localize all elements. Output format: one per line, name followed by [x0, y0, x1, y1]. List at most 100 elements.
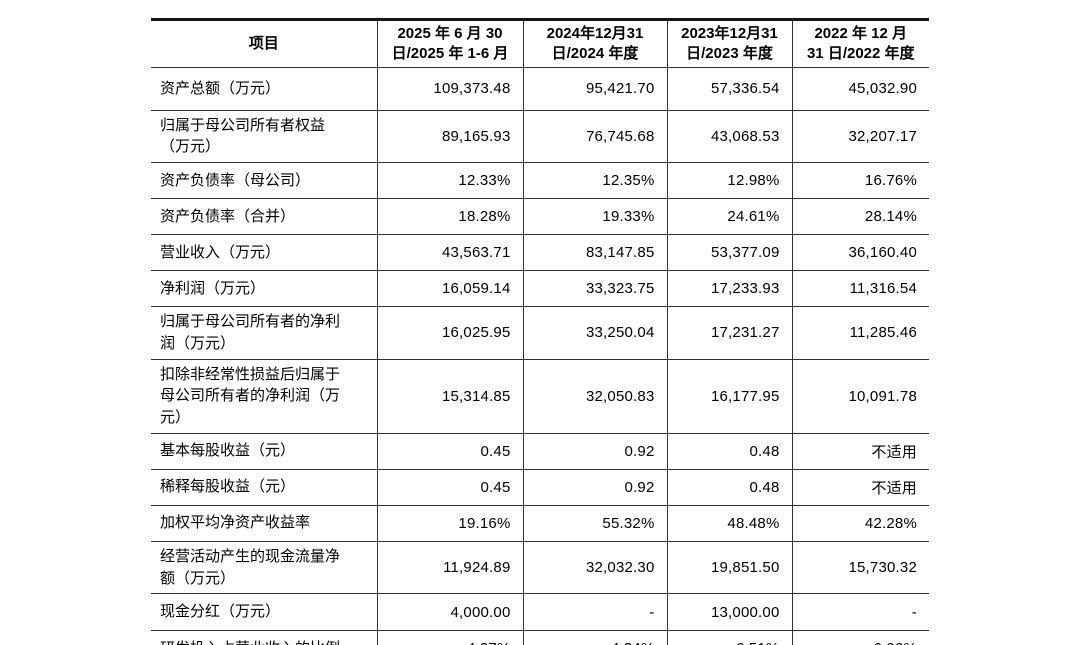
header-line: 日/2025 年 1-6 月	[391, 44, 509, 62]
cell-value: 0.48	[666, 433, 792, 470]
row-label: 加权平均净资产收益率	[151, 505, 377, 542]
cell-value: 89,165.93	[376, 110, 523, 164]
cell-value: 12.35%	[522, 162, 667, 200]
cell-value: 0.92	[522, 469, 667, 506]
header-line: 日/2024 年度	[551, 44, 639, 62]
row-label: 归属于母公司所有者的净利润（万元）	[151, 306, 377, 360]
cell-value: 11,285.46	[791, 306, 929, 360]
header-line: 2025 年 6 月 30	[397, 25, 503, 42]
cell-value: 15,730.32	[791, 541, 929, 595]
cell-value: 12.98%	[666, 162, 792, 200]
row-label: 营业收入（万元）	[151, 234, 377, 272]
header-item-column: 项目	[151, 19, 377, 68]
cell-value: 0.92	[522, 433, 667, 470]
cell-value: 24.61%	[666, 198, 792, 236]
row-label: 扣除非经常性损益后归属于母公司所有者的净利润（万元）	[151, 359, 377, 434]
cell-value: 6.06%	[791, 630, 929, 645]
header-period-2023: 2023年12月31 日/2023 年度	[666, 19, 792, 68]
table-row: 资产负债率（母公司） 12.33% 12.35% 12.98% 16.76%	[151, 162, 929, 200]
cell-value: 4.27%	[376, 630, 523, 645]
cell-value: 0.48	[666, 469, 792, 506]
header-line: 项目	[248, 34, 279, 52]
cell-value: 42.28%	[791, 505, 929, 542]
table-row: 现金分红（万元） 4,000.00 - 13,000.00 -	[151, 593, 929, 632]
row-label: 基本每股收益（元）	[151, 433, 377, 470]
table-row: 资产总额（万元） 109,373.48 95,421.70 57,336.54 …	[151, 67, 929, 111]
cell-value: 48.48%	[666, 505, 792, 542]
cell-value: 95,421.70	[522, 67, 667, 111]
header-line: 2024年12月31	[546, 25, 644, 42]
row-label: 资产负债率（合并）	[151, 198, 377, 236]
cell-value: 32,050.83	[522, 359, 667, 434]
cell-value: 19.16%	[376, 505, 523, 542]
header-period-2022: 2022 年 12 月 31 日/2022 年度	[791, 19, 929, 68]
table-row: 加权平均净资产收益率 19.16% 55.32% 48.48% 42.28%	[151, 505, 929, 542]
cell-value: 16,025.95	[376, 306, 523, 360]
cell-value: -	[522, 593, 667, 632]
header-line: 31 日/2022 年度	[806, 44, 915, 62]
row-label: 归属于母公司所有者权益（万元）	[151, 110, 377, 164]
cell-value: 6.51%	[666, 630, 792, 645]
row-label: 稀释每股收益（元）	[151, 469, 377, 506]
cell-value: 43,068.53	[666, 110, 792, 164]
financial-summary-table: 项目 2025 年 6 月 30 日/2025 年 1-6 月 2024年12月3…	[151, 18, 929, 645]
row-label: 研发投入占营业收入的比例	[151, 630, 377, 645]
row-label: 资产总额（万元）	[151, 67, 377, 111]
cell-value: 15,314.85	[376, 359, 523, 434]
cell-value: 12.33%	[376, 162, 523, 200]
cell-value: 33,323.75	[522, 270, 667, 308]
table-row: 稀释每股收益（元） 0.45 0.92 0.48 不适用	[151, 469, 929, 506]
cell-value: 0.45	[376, 469, 523, 506]
cell-value: 53,377.09	[666, 234, 792, 272]
table-row: 扣除非经常性损益后归属于母公司所有者的净利润（万元） 15,314.85 32,…	[151, 359, 929, 434]
cell-value: 19.33%	[522, 198, 667, 236]
cell-value: 28.14%	[791, 198, 929, 236]
table-row: 净利润（万元） 16,059.14 33,323.75 17,233.93 11…	[151, 270, 929, 308]
cell-value: 13,000.00	[666, 593, 792, 632]
table-row: 资产负债率（合并） 18.28% 19.33% 24.61% 28.14%	[151, 198, 929, 236]
table-row: 营业收入（万元） 43,563.71 83,147.85 53,377.09 3…	[151, 234, 929, 272]
cell-value: 16.76%	[791, 162, 929, 200]
cell-value: 43,563.71	[376, 234, 523, 272]
header-period-2025: 2025 年 6 月 30 日/2025 年 1-6 月	[376, 19, 523, 68]
table-row: 基本每股收益（元） 0.45 0.92 0.48 不适用	[151, 433, 929, 470]
table-row: 经营活动产生的现金流量净额（万元） 11,924.89 32,032.30 19…	[151, 541, 929, 595]
table-row: 归属于母公司所有者的净利润（万元） 16,025.95 33,250.04 17…	[151, 306, 929, 360]
header-line: 2022 年 12 月	[814, 25, 908, 42]
cell-value: 36,160.40	[791, 234, 929, 272]
cell-value: 19,851.50	[666, 541, 792, 595]
cell-value: 45,032.90	[791, 67, 929, 111]
cell-value: 不适用	[791, 469, 929, 506]
row-label: 现金分红（万元）	[151, 593, 377, 632]
header-line: 2023年12月31	[681, 25, 778, 42]
cell-value: 17,233.93	[666, 270, 792, 308]
table-header-row: 项目 2025 年 6 月 30 日/2025 年 1-6 月 2024年12月3…	[151, 19, 929, 68]
cell-value: 11,924.89	[376, 541, 523, 595]
cell-value: 33,250.04	[522, 306, 667, 360]
cell-value: 109,373.48	[376, 67, 523, 111]
header-line: 日/2023 年度	[686, 44, 773, 62]
cell-value: 57,336.54	[666, 67, 792, 111]
row-label: 净利润（万元）	[151, 270, 377, 308]
table-row: 归属于母公司所有者权益（万元） 89,165.93 76,745.68 43,0…	[151, 110, 929, 164]
cell-value: 76,745.68	[522, 110, 667, 164]
header-period-2024: 2024年12月31 日/2024 年度	[522, 19, 667, 68]
cell-value: 16,059.14	[376, 270, 523, 308]
cell-value: 4.34%	[522, 630, 667, 645]
cell-value: 32,032.30	[522, 541, 667, 595]
cell-value: 11,316.54	[791, 270, 929, 308]
cell-value: 0.45	[376, 433, 523, 470]
row-label: 资产负债率（母公司）	[151, 162, 377, 200]
row-label: 经营活动产生的现金流量净额（万元）	[151, 541, 377, 595]
cell-value: 16,177.95	[666, 359, 792, 434]
cell-value: 83,147.85	[522, 234, 667, 272]
cell-value: 18.28%	[376, 198, 523, 236]
cell-value: 17,231.27	[666, 306, 792, 360]
table-row: 研发投入占营业收入的比例 4.27% 4.34% 6.51% 6.06%	[151, 630, 929, 645]
cell-value: -	[791, 593, 929, 632]
cell-value: 4,000.00	[376, 593, 523, 632]
cell-value: 不适用	[791, 433, 929, 470]
cell-value: 32,207.17	[791, 110, 929, 164]
cell-value: 10,091.78	[791, 359, 929, 434]
